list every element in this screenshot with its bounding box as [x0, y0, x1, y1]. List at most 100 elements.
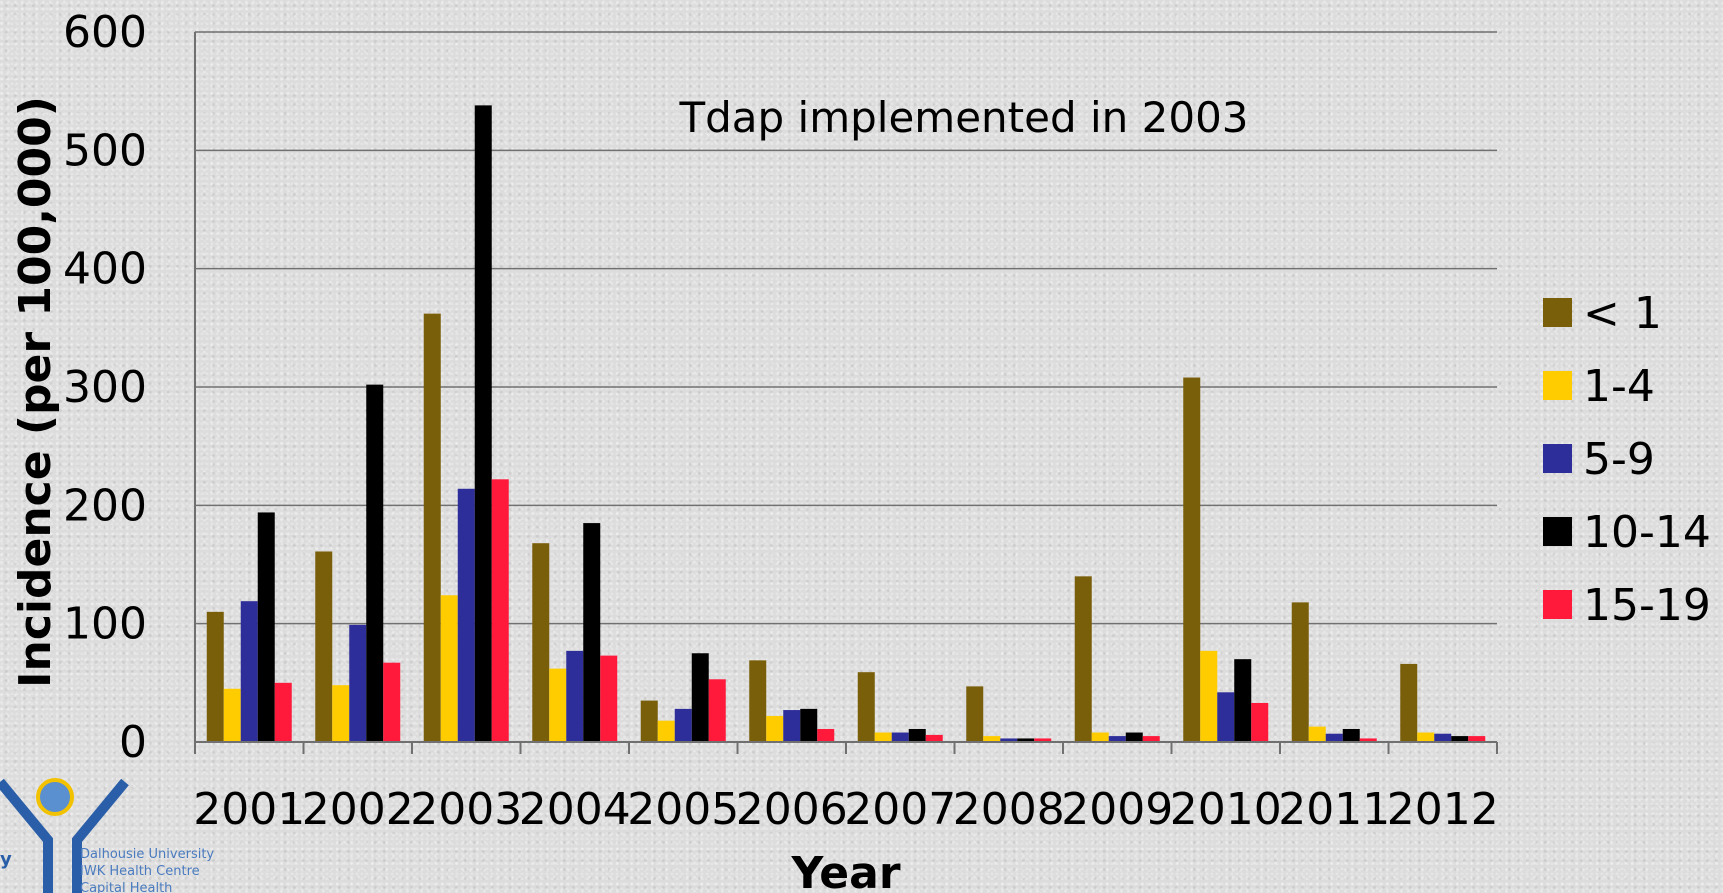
- bars: [206, 105, 1486, 742]
- bar: [1417, 732, 1435, 742]
- x-tick-label: 2009: [1061, 784, 1173, 835]
- y-tick-label: 400: [63, 244, 147, 295]
- legend-swatch: [1543, 517, 1572, 546]
- x-axis-title: Year: [790, 848, 900, 893]
- bar: [1074, 576, 1092, 742]
- bar: [332, 685, 350, 742]
- bar: [817, 728, 835, 742]
- bar: [891, 732, 909, 742]
- bar: [1200, 650, 1218, 742]
- bar: [783, 710, 801, 742]
- legend-label: 15-19: [1583, 580, 1711, 631]
- legend-label: 1-4: [1583, 361, 1655, 412]
- x-tick-label: 2001: [193, 784, 305, 835]
- bar: [1091, 732, 1109, 742]
- x-tick-label: 2004: [519, 784, 631, 835]
- x-tick-labels: 2001200220032004200520062007200820092010…: [193, 784, 1498, 835]
- x-tick-label: 2005: [627, 784, 739, 835]
- bar: [440, 595, 458, 742]
- x-tick-label: 2008: [953, 784, 1065, 835]
- logo-fragment: y: [0, 849, 12, 870]
- y-tick-label: 500: [63, 125, 147, 176]
- bar: [657, 720, 675, 742]
- bar: [240, 601, 258, 742]
- bar: [1325, 733, 1343, 742]
- bar: [874, 732, 892, 742]
- legend-label: 10-14: [1583, 507, 1711, 558]
- x-tick-label: 2003: [410, 784, 522, 835]
- x-tick-label: 2006: [736, 784, 848, 835]
- bar: [600, 655, 618, 742]
- bar: [457, 488, 475, 742]
- bar: [1183, 377, 1201, 742]
- bar: [1108, 736, 1126, 742]
- logo: y Dalhousie University IWK Health Centre…: [0, 778, 214, 893]
- bar: [491, 479, 509, 742]
- bar: [1359, 738, 1377, 742]
- bar: [366, 384, 384, 742]
- bar: [549, 668, 567, 742]
- bar: [1125, 732, 1143, 742]
- legend-swatch: [1543, 590, 1572, 619]
- y-tick-label: 600: [63, 7, 147, 58]
- logo-circle-icon: [36, 778, 74, 816]
- bar: [423, 313, 441, 742]
- bar: [857, 672, 875, 742]
- bar: [566, 650, 584, 742]
- bar: [1251, 702, 1269, 742]
- bar: [257, 512, 275, 742]
- bar: [1034, 738, 1052, 742]
- y-tick-label: 300: [63, 362, 147, 413]
- legend-swatch: [1543, 444, 1572, 473]
- bar: [1142, 736, 1160, 742]
- annotation: Tdap implemented in 2003: [678, 93, 1248, 142]
- logo-line-2: IWK Health Centre: [80, 864, 200, 879]
- y-tick-labels: 0 100 200 300 400 500 600: [63, 7, 147, 768]
- legend: < 1 1-4 5-9 10-14 15-19: [1543, 288, 1711, 631]
- bar: [1000, 738, 1018, 742]
- bar: [966, 686, 984, 742]
- bar: [1234, 659, 1252, 742]
- legend-swatch: [1543, 298, 1572, 327]
- bar: [349, 624, 367, 742]
- bar: [1451, 736, 1469, 742]
- bar: [640, 700, 658, 742]
- bar: [908, 728, 926, 742]
- bar: [474, 105, 492, 742]
- bar: [800, 708, 818, 742]
- bar: [749, 660, 767, 742]
- legend-label: < 1: [1583, 288, 1662, 339]
- bar: [206, 611, 224, 742]
- x-tick-label: 2012: [1387, 784, 1499, 835]
- bar: [532, 543, 550, 742]
- axes: [194, 32, 1498, 754]
- bar: [766, 715, 784, 742]
- y-tick-label: 0: [119, 717, 147, 768]
- bar: [1291, 602, 1309, 742]
- bar: [674, 708, 692, 742]
- y-tick-label: 200: [63, 480, 147, 531]
- x-tick-label: 2002: [302, 784, 414, 835]
- bar: [1434, 733, 1452, 742]
- x-tick-label: 2011: [1278, 784, 1390, 835]
- bar: [708, 679, 726, 742]
- x-tick-label: 2010: [1170, 784, 1282, 835]
- bar: [1217, 692, 1235, 742]
- logo-line-3: Capital Health: [80, 881, 172, 893]
- legend-label: 5-9: [1583, 434, 1655, 485]
- bar: [1342, 728, 1360, 742]
- bar: [925, 734, 943, 742]
- bar: [1468, 736, 1486, 742]
- legend-swatch: [1543, 371, 1572, 400]
- bar: [983, 736, 1001, 742]
- y-tick-label: 100: [63, 599, 147, 650]
- bar: [583, 523, 601, 742]
- bar: [1400, 663, 1418, 742]
- gridlines: [195, 31, 1497, 625]
- y-axis-title: Incidence (per 100,000): [10, 96, 61, 688]
- bar: [383, 662, 401, 742]
- bar: [223, 688, 241, 742]
- logo-line-1: Dalhousie University: [80, 847, 214, 862]
- bar: [315, 551, 333, 742]
